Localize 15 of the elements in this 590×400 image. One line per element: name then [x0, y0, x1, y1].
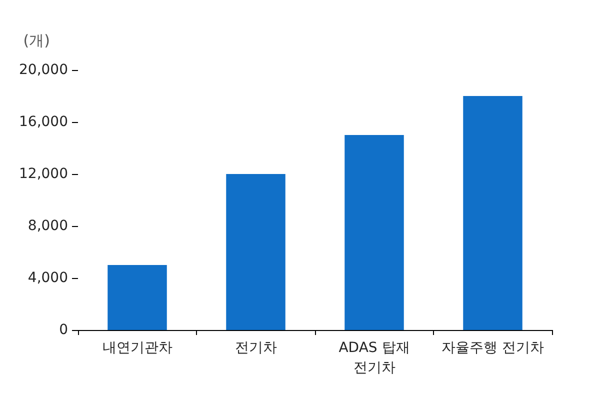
x-tick-label: 내연기관차: [102, 340, 172, 356]
y-axis-title: (개): [23, 32, 50, 50]
bar: [463, 96, 522, 330]
y-tick-label: 8,000: [28, 218, 68, 234]
bar: [344, 135, 404, 330]
x-tick-label: 전기차: [234, 340, 277, 356]
x-tick-label: 자율주행 전기차: [442, 340, 544, 356]
x-tick-label: ADAS 탑재 전기차: [338, 340, 410, 376]
y-tick-label: 16,000: [19, 114, 68, 130]
y-tick-label: 4,000: [28, 270, 68, 286]
y-tick-label: 12,000: [19, 166, 68, 182]
y-tick-label: 0: [59, 322, 68, 338]
bar: [108, 265, 167, 330]
bar: [226, 174, 286, 330]
y-tick-label: 20,000: [19, 62, 68, 78]
